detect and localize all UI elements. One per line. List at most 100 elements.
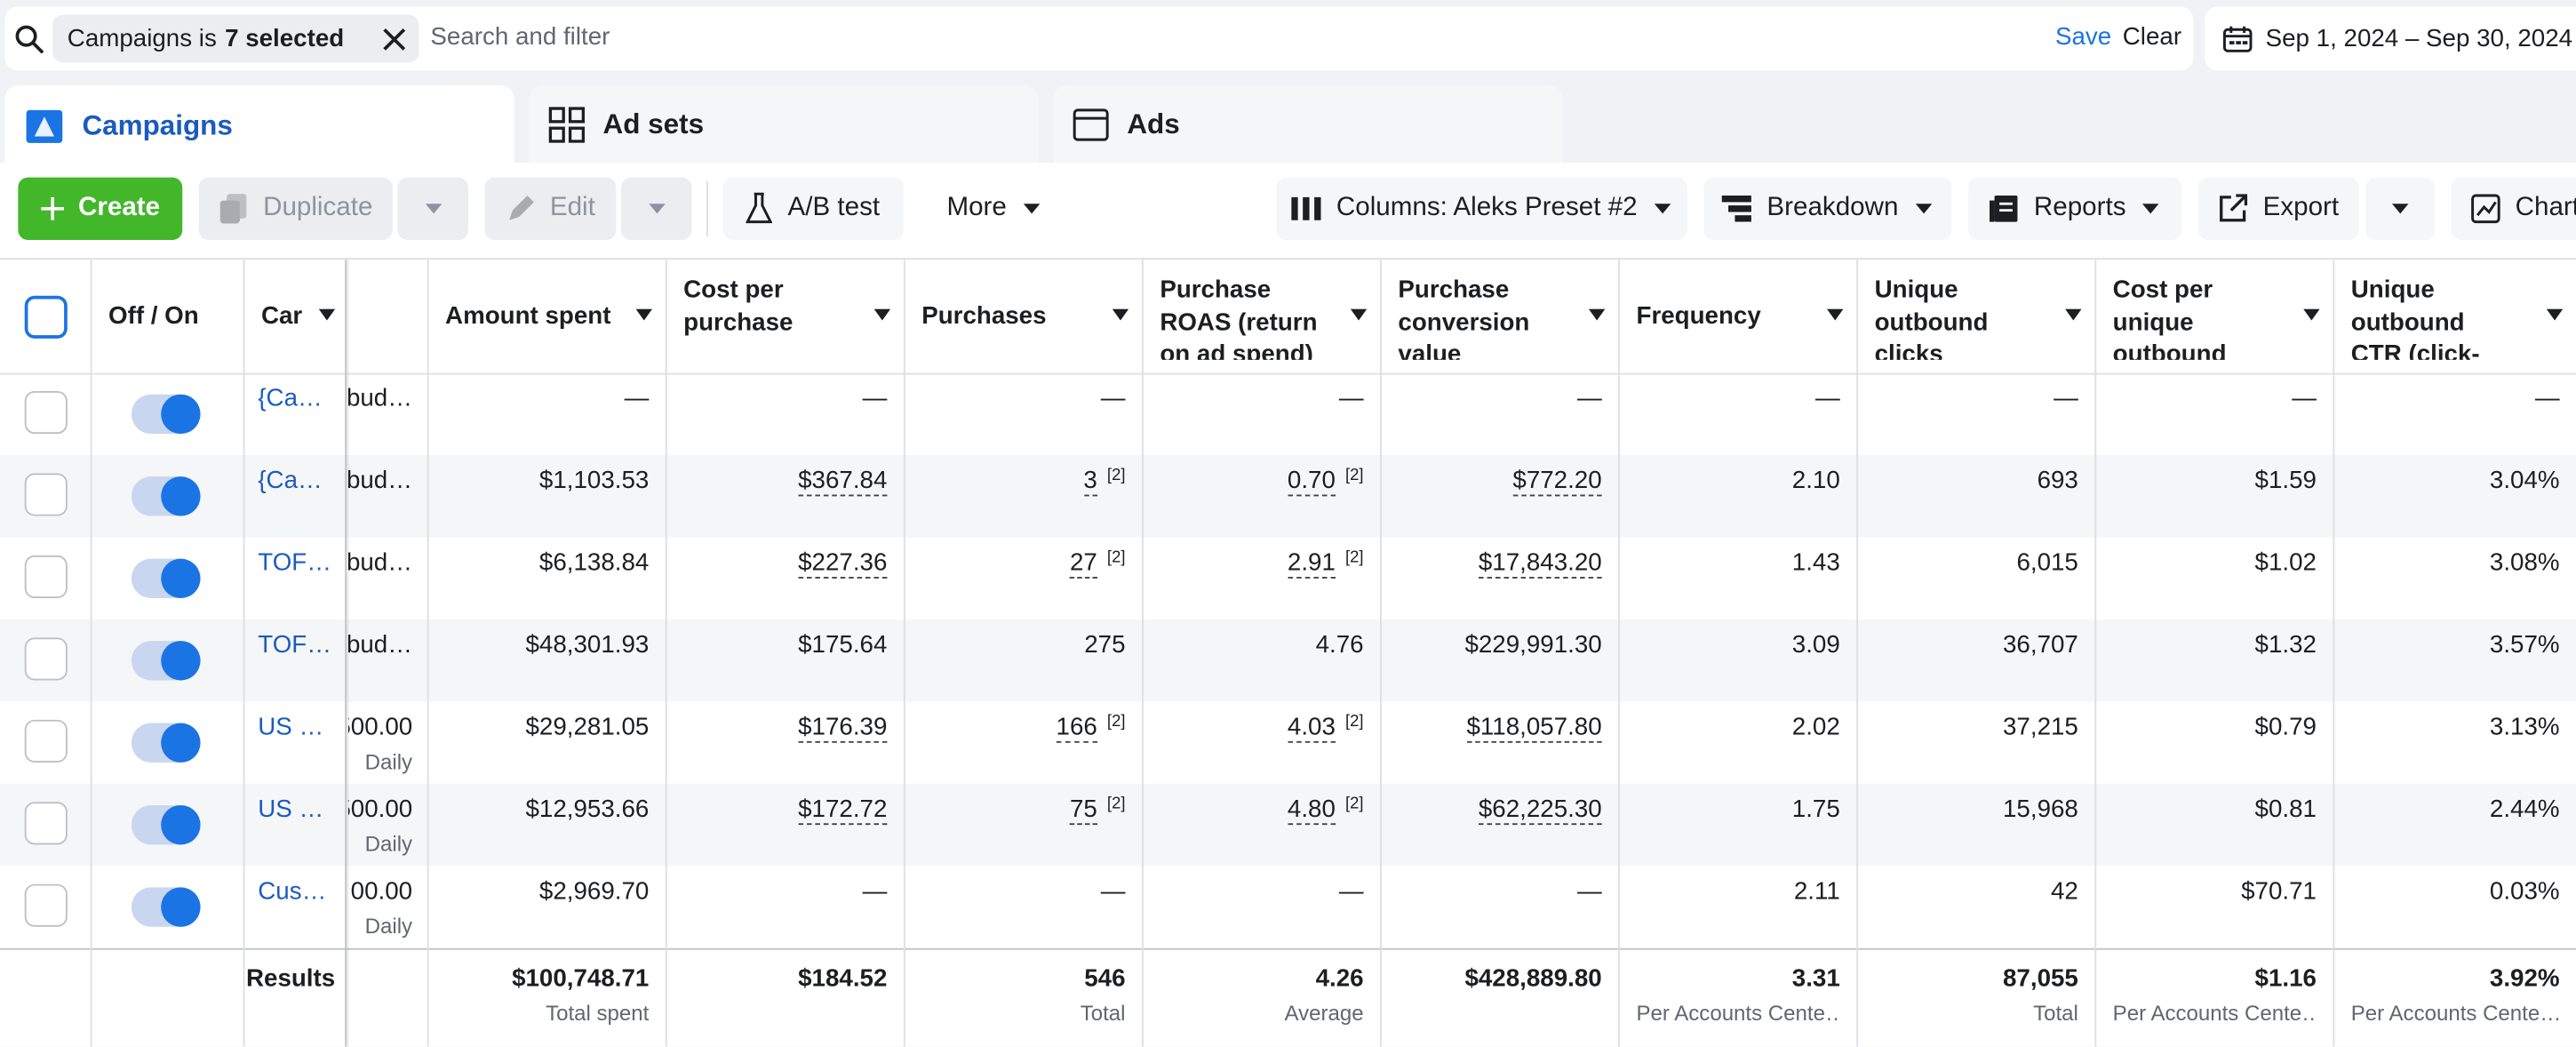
columns-button[interactable]: Columns: Aleks Preset #2 — [1276, 177, 1687, 240]
tab[interactable]: Ads — [1053, 85, 1563, 164]
column-header[interactable]: Car — [243, 260, 346, 373]
column-divider — [90, 260, 92, 1047]
budget-type: Daily — [364, 749, 413, 774]
row-checkbox[interactable] — [24, 802, 68, 845]
ab-test-button[interactable]: A/B test — [722, 177, 904, 240]
metric-value: $176.39 — [798, 713, 888, 743]
metric-cell: 3.09 — [1618, 631, 1840, 659]
budget: bud… — [347, 548, 413, 577]
column-header[interactable]: Off / On — [91, 260, 243, 373]
metric-value: 3.04% — [2489, 467, 2560, 495]
metric-cell: $2,969.70 — [427, 877, 649, 905]
column-header[interactable]: Frequency — [1618, 260, 1856, 373]
budget-cell: 00.00 — [348, 877, 412, 905]
reports-button[interactable]: Reports — [1967, 177, 2182, 240]
metric-value: — — [2292, 384, 2317, 413]
status-toggle[interactable] — [131, 723, 201, 763]
export-button[interactable]: Export — [2197, 177, 2360, 240]
column-header[interactable]: Purchases — [904, 260, 1142, 373]
toggle-knob — [161, 641, 201, 681]
create-button-label: Create — [77, 194, 161, 222]
tab[interactable]: Ad sets — [529, 85, 1039, 164]
create-button[interactable]: Create — [18, 177, 183, 240]
campaign-name[interactable]: TOF… — [258, 630, 331, 659]
campaign-name[interactable]: TOF… — [258, 548, 331, 577]
metric-value: $172.72 — [798, 795, 888, 826]
status-toggle[interactable] — [131, 887, 201, 927]
campaign-name[interactable]: US … — [258, 795, 324, 824]
duplicate-button[interactable]: Duplicate — [198, 177, 393, 240]
metric-cell: 4.76 — [1142, 631, 1364, 659]
toggle-knob — [161, 723, 201, 763]
budget-cell: 500.00 — [348, 795, 412, 823]
export-menu[interactable] — [2365, 177, 2436, 240]
metric-value: $0.79 — [2254, 713, 2317, 741]
metric-cell: 693 — [1856, 467, 2078, 494]
row-checkbox[interactable] — [24, 719, 68, 763]
metric-value: $0.81 — [2254, 795, 2317, 824]
metric-cell: $70.71 — [2094, 877, 2317, 905]
metric-cell: 75 [2] — [904, 795, 1125, 826]
column-header[interactable]: Unique outbound CTR (click-throug… — [2333, 260, 2576, 373]
status-toggle[interactable] — [131, 558, 201, 598]
column-header[interactable]: Purchase ROAS (return on ad spend) — [1142, 260, 1380, 373]
attribution-note: [2] — [1106, 713, 1126, 731]
campaign-name[interactable]: {Ca… — [258, 384, 323, 413]
metric-cell: 6,015 — [1856, 549, 2078, 577]
campaign-name[interactable]: US … — [258, 713, 324, 741]
metric-value: $367.84 — [798, 467, 888, 497]
total-value: $1.16 — [2254, 964, 2317, 993]
status-toggle[interactable] — [131, 476, 201, 516]
campaign-name[interactable]: Cus… — [258, 877, 327, 906]
search-placeholder[interactable]: Search and filter — [430, 22, 610, 52]
metric-value: 3.57% — [2489, 630, 2560, 659]
metric-value: 2.02 — [1791, 713, 1840, 741]
row-checkbox[interactable] — [24, 473, 68, 516]
column-header[interactable]: Cost per purchase — [666, 260, 904, 373]
breakdown-button[interactable]: Breakdown — [1703, 177, 1952, 240]
tab[interactable]: Campaigns — [4, 85, 514, 166]
campaign-name[interactable]: {Ca… — [258, 467, 323, 495]
status-toggle[interactable] — [131, 804, 201, 845]
budget: 500.00 — [348, 795, 413, 824]
row-checkbox[interactable] — [24, 637, 68, 681]
metric-cell: $62,225.30 — [1380, 795, 1602, 826]
column-header[interactable]: Amount spent — [427, 260, 666, 373]
metric-cell: $12,953.66 — [427, 795, 650, 823]
metric-cell: — — [1618, 385, 1840, 412]
row-checkbox[interactable] — [24, 555, 68, 598]
status-toggle[interactable] — [131, 394, 201, 435]
toggle-knob — [161, 394, 201, 435]
column-divider — [1380, 260, 1382, 1047]
header-label: Off / On — [108, 302, 199, 331]
metric-cell: 27 [2] — [904, 548, 1125, 579]
metric-value: — — [1576, 877, 1602, 906]
metric-cell: $48,301.93 — [427, 631, 650, 659]
edit-button[interactable]: Edit — [484, 177, 617, 240]
status-toggle[interactable] — [131, 641, 201, 681]
metric-value: 275 — [1084, 630, 1126, 659]
filter-chip[interactable]: Campaigns is 7 selected — [52, 14, 419, 63]
chart-button[interactable]: Chart — [2451, 177, 2576, 240]
edit-menu[interactable] — [620, 177, 692, 240]
metric-value: $1.02 — [2254, 548, 2317, 577]
metric-value: $175.64 — [798, 630, 888, 659]
column-header[interactable]: Purchase conversion value — [1380, 260, 1618, 373]
row-checkbox[interactable] — [24, 883, 68, 927]
row-checkbox[interactable] — [24, 391, 68, 435]
duplicate-menu[interactable] — [397, 177, 468, 240]
date-picker[interactable]: Sep 1, 2024 – Sep 30, 2024 — [2205, 6, 2576, 71]
more-button[interactable]: More — [928, 177, 1060, 240]
metric-cell: $0.81 — [2094, 795, 2317, 823]
date-range: Sep 1, 2024 – Sep 30, 2024 — [2265, 24, 2573, 53]
metric-value: 42 — [2051, 877, 2078, 906]
metric-value: 27 — [1069, 548, 1097, 579]
column-header[interactable]: Unique outbound clicks — [1856, 260, 2094, 373]
save-button[interactable]: Save — [2054, 22, 2112, 52]
clear-button[interactable]: Clear — [2122, 22, 2182, 52]
column-header[interactable]: Cost per unique outbound click — [2094, 260, 2333, 373]
chart-button-label: Chart — [2515, 194, 2576, 222]
budget-cell: bud… — [348, 549, 412, 577]
row-checkbox[interactable] — [24, 295, 68, 339]
tab-label: Campaigns — [82, 108, 233, 141]
